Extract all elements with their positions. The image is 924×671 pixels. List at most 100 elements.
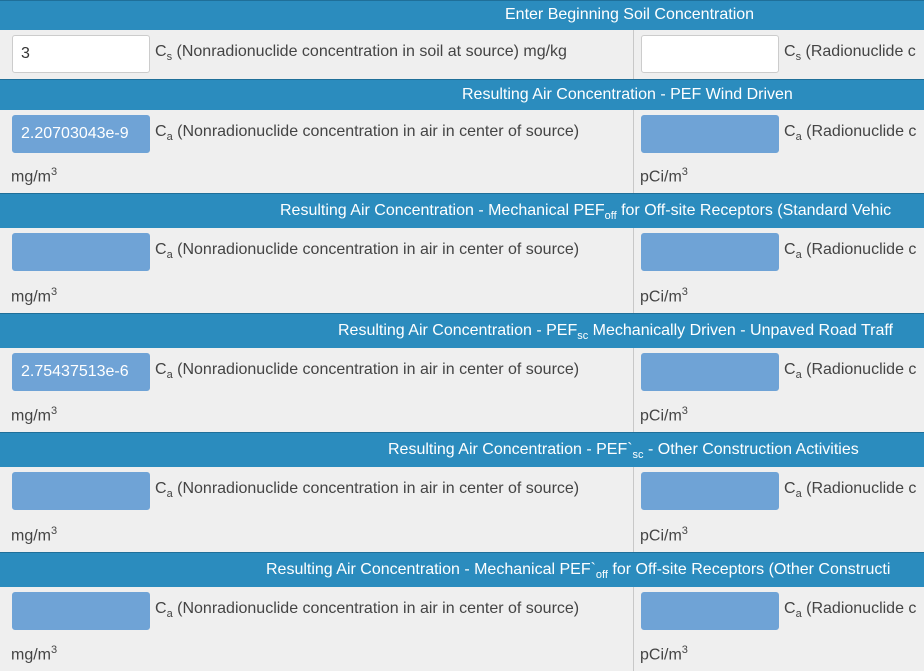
header-subscript: sc bbox=[577, 329, 589, 342]
header-part: for Off-site Receptors (Standard Vehic bbox=[616, 201, 892, 219]
column-divider bbox=[633, 348, 634, 432]
unit-exponent: 3 bbox=[51, 525, 58, 537]
symbol: C bbox=[784, 43, 796, 60]
label-text: (Radionuclide c bbox=[806, 361, 917, 378]
symbol: C bbox=[155, 600, 167, 617]
label-text: (Radionuclide c bbox=[806, 480, 917, 497]
header-text: Resulting Air Concentration - PEFsc Mech… bbox=[338, 322, 893, 342]
label-text: (Radionuclide c bbox=[806, 123, 917, 140]
symbol: C bbox=[155, 361, 167, 378]
unit-text: pCi/m bbox=[640, 168, 682, 186]
section-header: Resulting Air Concentration - PEFsc Mech… bbox=[0, 313, 924, 348]
label-text: (Radionuclide c bbox=[805, 43, 916, 60]
label-text: (Radionuclide c bbox=[806, 241, 917, 258]
unit-exponent: 3 bbox=[681, 286, 688, 298]
unit: mg/m3 bbox=[11, 525, 57, 545]
symbol: C bbox=[155, 43, 167, 60]
symbol-subscript: a bbox=[795, 249, 802, 262]
symbol-subscript: a bbox=[166, 369, 173, 382]
section-row: 2.20703043e-9 Ca (Nonradionuclide concent… bbox=[0, 110, 924, 193]
symbol-subscript: a bbox=[795, 131, 802, 144]
symbol-subscript: a bbox=[166, 608, 173, 621]
input-field[interactable] bbox=[641, 592, 779, 630]
field-label: Ca (Nonradionuclide concentration in air… bbox=[155, 361, 579, 381]
section-row: 3 Cs (Nonradionuclide concentration in so… bbox=[0, 30, 924, 79]
input-field[interactable] bbox=[641, 353, 779, 391]
header-part: Mechanically Driven - Unpaved Road Traff bbox=[588, 321, 893, 339]
unit: mg/m3 bbox=[11, 286, 57, 306]
unit-text: mg/m bbox=[11, 527, 51, 545]
symbol: C bbox=[784, 600, 796, 617]
input-field[interactable] bbox=[641, 472, 779, 510]
symbol-subscript: a bbox=[795, 369, 802, 382]
section-row: 2.75437513e-6 Ca (Nonradionuclide concent… bbox=[0, 348, 924, 432]
unit: pCi/m3 bbox=[640, 405, 688, 425]
symbol: C bbox=[155, 241, 167, 258]
header-text: Resulting Air Concentration - PEF`sc - O… bbox=[388, 441, 859, 461]
unit-text: pCi/m bbox=[640, 527, 682, 545]
unit-exponent: 3 bbox=[681, 166, 688, 178]
input-field[interactable] bbox=[641, 233, 779, 271]
header-text: Resulting Air Concentration - Mechanical… bbox=[280, 202, 891, 222]
column-divider bbox=[633, 228, 634, 313]
symbol: C bbox=[784, 480, 796, 497]
label-text: (Nonradionuclide concentration in air in… bbox=[177, 600, 580, 617]
column-divider bbox=[633, 30, 634, 79]
unit-text: mg/m bbox=[11, 168, 51, 186]
header-part: for Off-site Receptors (Other Constructi bbox=[607, 560, 891, 578]
symbol-subscript: a bbox=[166, 249, 173, 262]
symbol: C bbox=[784, 241, 796, 258]
field-label: Ca (Nonradionuclide concentration in air… bbox=[155, 600, 579, 620]
section-row: Ca (Nonradionuclide concentration in air… bbox=[0, 587, 924, 671]
unit-text: mg/m bbox=[11, 646, 51, 664]
section-header: Resulting Air Concentration - PEF Wind D… bbox=[0, 79, 924, 110]
input-field[interactable] bbox=[12, 233, 150, 271]
header-part: Resulting Air Concentration - PEF` bbox=[388, 440, 633, 458]
unit: pCi/m3 bbox=[640, 286, 688, 306]
unit-text: pCi/m bbox=[640, 407, 682, 425]
input-field[interactable] bbox=[12, 472, 150, 510]
unit: pCi/m3 bbox=[640, 644, 688, 664]
unit-text: mg/m bbox=[11, 288, 51, 306]
column-divider bbox=[633, 587, 634, 671]
field-label: Cs (Radionuclide c bbox=[784, 43, 916, 63]
input-field[interactable]: 2.75437513e-6 bbox=[12, 353, 150, 391]
symbol-subscript: a bbox=[166, 488, 173, 501]
input-field[interactable] bbox=[641, 115, 779, 153]
section-header: Resulting Air Concentration - PEF`sc - O… bbox=[0, 432, 924, 467]
section-row: Ca (Nonradionuclide concentration in air… bbox=[0, 467, 924, 552]
label-text: (Nonradionuclide concentration in air in… bbox=[177, 361, 580, 378]
header-part: Resulting Air Concentration - PEF bbox=[338, 321, 578, 339]
header-part: Resulting Air Concentration - Mechanical… bbox=[266, 560, 596, 578]
field-label: Ca (Radionuclide c bbox=[784, 361, 916, 381]
unit-text: pCi/m bbox=[640, 646, 682, 664]
symbol-subscript: a bbox=[166, 131, 173, 144]
input-field[interactable]: 2.20703043e-9 bbox=[12, 115, 150, 153]
header-text: Enter Beginning Soil Concentration bbox=[505, 6, 754, 24]
field-label: Ca (Nonradionuclide concentration in air… bbox=[155, 123, 579, 143]
unit-exponent: 3 bbox=[51, 644, 58, 656]
column-divider bbox=[633, 467, 634, 552]
column-divider bbox=[633, 110, 634, 193]
unit-exponent: 3 bbox=[681, 405, 688, 417]
symbol: C bbox=[155, 480, 167, 497]
unit-exponent: 3 bbox=[681, 644, 688, 656]
input-field[interactable] bbox=[641, 35, 779, 73]
unit: mg/m3 bbox=[11, 166, 57, 186]
header-part: Resulting Air Concentration - Mechanical… bbox=[280, 201, 605, 219]
symbol: C bbox=[155, 123, 167, 140]
header-text: Resulting Air Concentration - PEF Wind D… bbox=[462, 86, 793, 104]
field-label: Ca (Nonradionuclide concentration in air… bbox=[155, 480, 579, 500]
field-label: Ca (Nonradionuclide concentration in air… bbox=[155, 241, 579, 261]
unit-exponent: 3 bbox=[681, 525, 688, 537]
unit-exponent: 3 bbox=[51, 405, 58, 417]
section-header: Resulting Air Concentration - Mechanical… bbox=[0, 193, 924, 228]
input-field[interactable]: 3 bbox=[12, 35, 150, 73]
header-part: Enter Beginning Soil Concentration bbox=[505, 6, 755, 23]
unit: pCi/m3 bbox=[640, 525, 688, 545]
label-text: (Nonradionuclide concentration in soil a… bbox=[176, 43, 567, 60]
input-field[interactable] bbox=[12, 592, 150, 630]
symbol-subscript: a bbox=[795, 488, 802, 501]
unit: pCi/m3 bbox=[640, 166, 688, 186]
header-part: Resulting Air Concentration - PEF Wind D… bbox=[462, 85, 793, 103]
